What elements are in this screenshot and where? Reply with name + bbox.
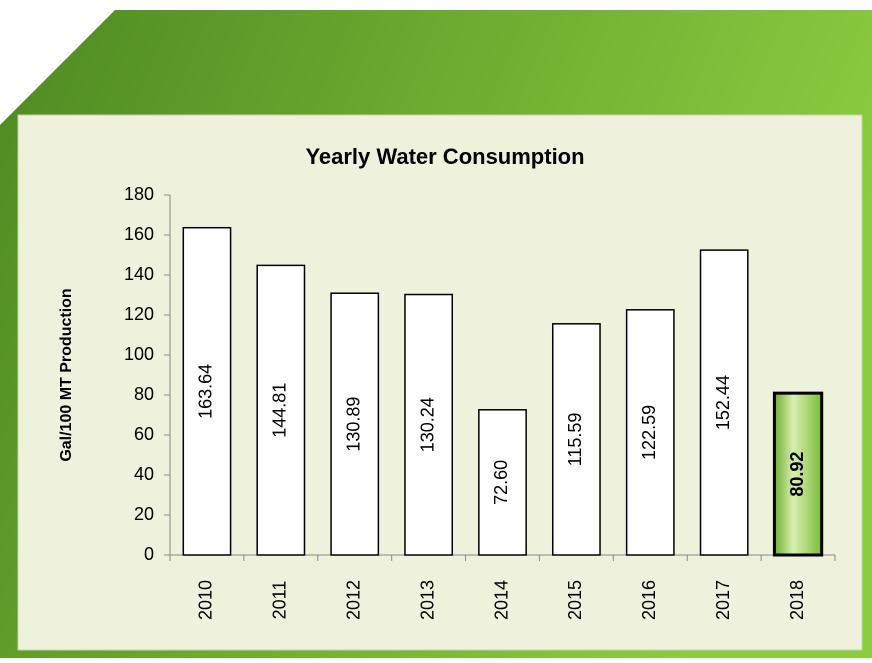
x-tick-label: 2010	[196, 580, 216, 620]
x-tick-label: 2013	[417, 580, 437, 620]
x-tick-label: 2016	[639, 580, 659, 620]
value-label: 130.24	[417, 397, 437, 452]
x-tick-label: 2015	[565, 580, 585, 620]
value-label: 152.44	[713, 375, 733, 430]
value-label: 122.59	[639, 405, 659, 460]
y-tick-label: 120	[124, 304, 154, 324]
x-tick-label: 2014	[491, 580, 511, 620]
bar	[330, 292, 380, 556]
bar	[182, 226, 232, 556]
bar	[478, 409, 527, 556]
value-label: 115.59	[565, 413, 585, 467]
bar	[625, 309, 675, 556]
y-tick-label: 160	[124, 224, 154, 244]
y-tick-label: 100	[124, 344, 154, 364]
value-label: 130.89	[343, 397, 363, 452]
y-tick-label: 80	[134, 384, 154, 404]
y-tick-label: 60	[134, 424, 154, 444]
value-label: 72.60	[491, 460, 511, 505]
y-tick-label: 180	[124, 184, 154, 204]
y-tick-label: 0	[144, 544, 154, 564]
value-label: 144.81	[270, 383, 290, 438]
bar	[772, 391, 824, 557]
bar	[404, 293, 454, 556]
x-tick-label: 2012	[343, 580, 363, 620]
chart-title: Yearly Water Consumption	[305, 144, 584, 169]
y-axis-label: Gal/100 MT Production	[58, 288, 75, 461]
bar	[551, 323, 601, 556]
x-tick-label: 2011	[270, 581, 290, 620]
value-label: 163.64	[196, 364, 216, 419]
y-tick-label: 40	[134, 464, 154, 484]
x-tick-label: 2018	[787, 580, 807, 620]
bar	[699, 249, 749, 556]
y-tick-label: 20	[134, 504, 154, 524]
bar	[256, 264, 306, 556]
y-tick-label: 140	[124, 264, 154, 284]
value-label: 80.92	[787, 452, 807, 497]
x-tick-label: 2017	[713, 580, 733, 620]
